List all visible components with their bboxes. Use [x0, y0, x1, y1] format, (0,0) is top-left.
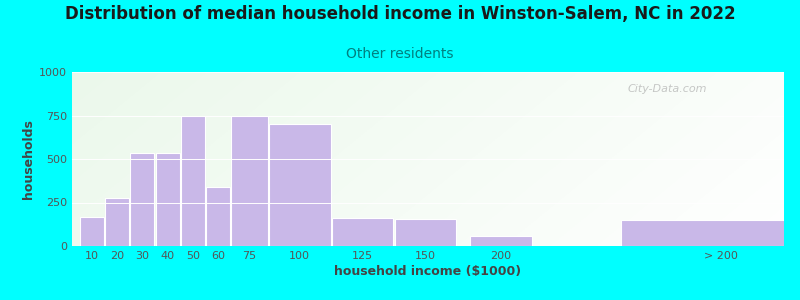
- Bar: [332, 218, 394, 246]
- Y-axis label: households: households: [22, 119, 35, 199]
- Bar: [470, 236, 532, 246]
- Bar: [156, 153, 179, 246]
- Text: City-Data.com: City-Data.com: [627, 84, 707, 94]
- Bar: [231, 116, 268, 246]
- Bar: [181, 116, 205, 246]
- Bar: [106, 198, 130, 246]
- Bar: [621, 220, 800, 246]
- Bar: [206, 187, 230, 246]
- X-axis label: household income ($1000): household income ($1000): [334, 265, 522, 278]
- Bar: [130, 153, 154, 246]
- Bar: [269, 124, 330, 246]
- Bar: [394, 219, 456, 246]
- Text: Distribution of median household income in Winston-Salem, NC in 2022: Distribution of median household income …: [65, 4, 735, 22]
- Bar: [80, 217, 104, 246]
- Text: Other residents: Other residents: [346, 46, 454, 61]
